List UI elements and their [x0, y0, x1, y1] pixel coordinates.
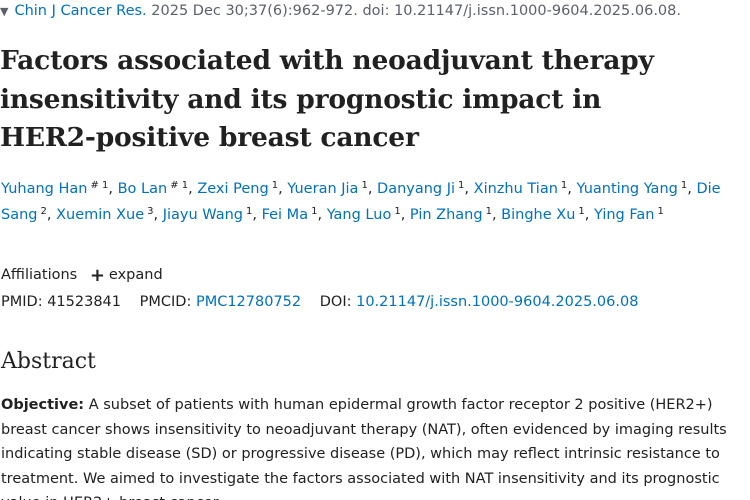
objective-text: A subset of patients with human epiderma…	[1, 397, 727, 500]
author-link[interactable]: Bo Lan	[117, 181, 168, 197]
author-link[interactable]: Yueran Jia	[287, 181, 359, 197]
author-separator: ,	[108, 181, 118, 197]
author-separator: ,	[153, 207, 163, 223]
expand-affiliations-button[interactable]: + expand	[89, 265, 163, 286]
article-identifiers: PMID: 41523841 PMCID: PMC12780752 DOI: 1…	[1, 294, 638, 310]
affiliation-reference[interactable]: 3	[147, 206, 154, 217]
affiliation-reference[interactable]: 1	[361, 180, 368, 191]
plus-icon: +	[89, 265, 105, 286]
author-item: Yuhang Han # 1,	[1, 180, 118, 197]
affiliation-reference[interactable]: 1	[680, 180, 688, 191]
journal-link[interactable]: Chin J Cancer Res.	[14, 3, 147, 19]
affiliation-reference[interactable]: 1	[560, 180, 568, 191]
author-link[interactable]: Ying Fan	[593, 207, 655, 223]
author-item: Zexi Peng 1,	[197, 180, 288, 197]
author-item: Yang Luo 1,	[326, 206, 410, 223]
affiliation-reference[interactable]: 1	[578, 206, 585, 217]
author-link[interactable]: Fei Ma	[261, 207, 309, 223]
affiliation-reference[interactable]: 1	[271, 180, 279, 191]
author-separator: ,	[687, 181, 697, 197]
author-link[interactable]: Yuanting Yang	[576, 181, 678, 197]
abstract-heading: Abstract	[1, 349, 96, 374]
author-item: Yuanting Yang 1,	[576, 180, 697, 197]
affiliations-label: Affiliations	[1, 267, 78, 283]
author-link[interactable]: Xinzhu Tian	[473, 181, 558, 197]
affiliation-reference[interactable]: # 1	[90, 180, 109, 191]
author-item: Pin Zhang 1,	[409, 206, 502, 223]
affiliation-reference[interactable]: 1	[458, 180, 465, 191]
pmid-value: 41523841	[47, 294, 122, 310]
author-item: Ying Fan 1	[593, 206, 664, 223]
author-item: Xinzhu Tian 1,	[473, 180, 577, 197]
author-item: Jiayu Wang 1,	[162, 206, 262, 223]
affiliation-reference[interactable]: 1	[485, 206, 492, 217]
affiliation-reference[interactable]: # 1	[170, 180, 189, 191]
author-separator: ,	[278, 181, 288, 197]
author-separator: ,	[367, 181, 378, 197]
objective-label: Objective:	[1, 397, 85, 413]
author-item: Xuemin Xue 3,	[56, 206, 163, 223]
author-link[interactable]: Zexi Peng	[197, 181, 269, 197]
affiliation-reference[interactable]: 2	[40, 206, 47, 217]
abstract-objective: Objective: A subset of patients with hum…	[1, 393, 741, 500]
author-link[interactable]: Jiayu Wang	[162, 207, 243, 223]
affiliation-reference[interactable]: 1	[394, 206, 401, 217]
pmcid-label: PMCID:	[139, 294, 192, 310]
author-link[interactable]: Yang Luo	[326, 207, 392, 223]
author-link[interactable]: Danyang Ji	[377, 181, 456, 197]
author-separator: ,	[252, 207, 262, 223]
author-separator: ,	[317, 207, 327, 223]
author-item: Binghe Xu 1,	[501, 206, 594, 223]
doi-link[interactable]: 10.21147/j.issn.1000-9604.2025.06.08	[356, 294, 639, 310]
affiliation-reference[interactable]: 1	[657, 206, 664, 217]
author-link[interactable]: Xuemin Xue	[56, 207, 145, 223]
doi-label: DOI:	[319, 294, 352, 310]
author-separator: ,	[491, 207, 502, 223]
author-link[interactable]: Die Sang	[1, 181, 721, 223]
citation-details: 2025 Dec 30;37(6):962-972. doi: 10.21147…	[151, 3, 681, 19]
author-item: Die Sang 2,	[1, 181, 721, 223]
citation-line: ▼ Chin J Cancer Res. 2025 Dec 30;37(6):96…	[0, 3, 681, 19]
author-separator: ,	[464, 181, 474, 197]
author-item: Yueran Jia 1,	[287, 180, 378, 197]
author-separator: ,	[46, 207, 57, 223]
author-link[interactable]: Yuhang Han	[1, 181, 88, 197]
author-item: Bo Lan # 1,	[117, 180, 198, 197]
pmcid-link[interactable]: PMC12780752	[195, 294, 302, 310]
author-separator: ,	[188, 181, 198, 197]
affiliations-row: Affiliations + expand	[1, 265, 163, 286]
caret-down-icon[interactable]: ▼	[0, 5, 9, 18]
affiliation-reference[interactable]: 1	[245, 206, 253, 217]
author-item: Fei Ma 1,	[261, 206, 327, 223]
article-title: Factors associated with neoadjuvant ther…	[0, 45, 654, 153]
author-list: Yuhang Han # 1, Bo Lan # 1, Zexi Peng 1, Yu…	[1, 176, 746, 228]
author-separator: ,	[567, 181, 577, 197]
author-separator: ,	[400, 207, 410, 223]
author-separator: ,	[584, 207, 594, 223]
expand-label: expand	[108, 267, 163, 283]
author-item: Danyang Ji 1,	[377, 180, 474, 197]
author-link[interactable]: Binghe Xu	[501, 207, 576, 223]
affiliation-reference[interactable]: 1	[311, 206, 318, 217]
author-link[interactable]: Pin Zhang	[409, 207, 483, 223]
pmid-label: PMID:	[1, 294, 43, 310]
